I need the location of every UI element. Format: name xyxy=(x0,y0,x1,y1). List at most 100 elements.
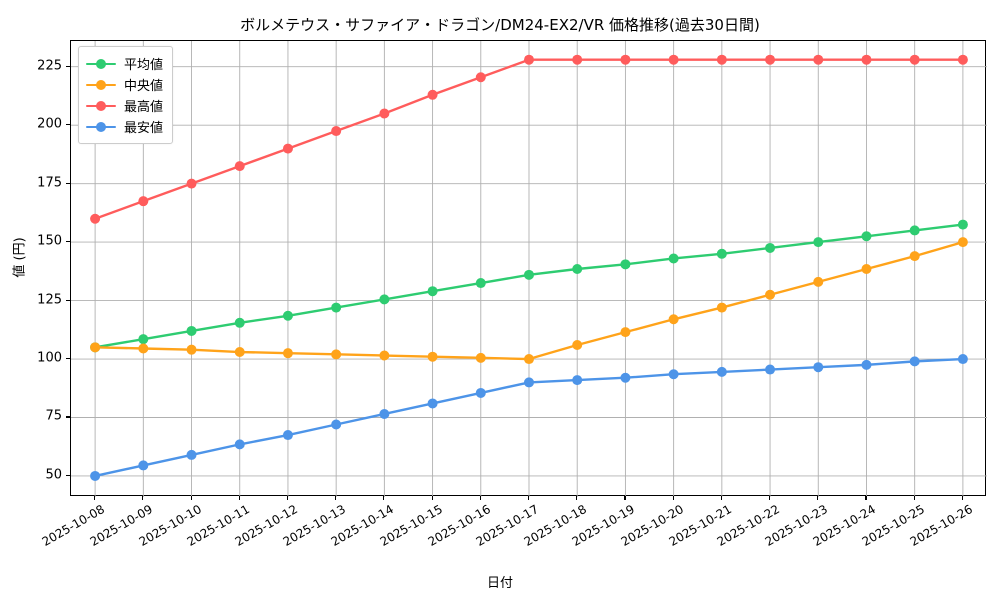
y-tick-label: 50 xyxy=(45,467,62,483)
data-point-marker xyxy=(524,354,534,365)
data-point-marker xyxy=(138,334,149,345)
legend-item[interactable]: 最安値 xyxy=(86,116,163,137)
legend-color-swatch xyxy=(86,79,116,91)
x-tick-mark xyxy=(865,496,867,500)
data-point-marker xyxy=(331,302,342,313)
legend-item-label: 中央値 xyxy=(124,79,164,94)
data-point-marker xyxy=(813,362,824,373)
x-tick-mark xyxy=(672,496,674,500)
data-point-marker xyxy=(716,366,727,377)
x-tick-mark xyxy=(479,496,481,500)
data-point-marker xyxy=(957,219,968,230)
data-point-marker xyxy=(909,54,920,65)
data-point-marker xyxy=(138,196,149,207)
y-tick-label: 125 xyxy=(37,292,62,308)
data-point-marker xyxy=(861,231,872,242)
data-point-marker xyxy=(957,354,968,365)
data-point-marker xyxy=(186,449,197,460)
chart-legend: 平均値中央値最高値最安値 xyxy=(78,46,174,144)
x-axis-tick-marks xyxy=(70,496,986,501)
x-tick-mark xyxy=(142,496,144,500)
y-tick-label: 150 xyxy=(37,233,62,249)
data-point-marker xyxy=(379,350,390,361)
legend-item-label: 最高値 xyxy=(124,100,164,115)
data-point-marker xyxy=(234,347,245,358)
data-point-marker xyxy=(957,237,968,248)
y-tick-label: 225 xyxy=(37,58,62,74)
data-point-marker xyxy=(716,302,727,313)
x-tick-mark xyxy=(190,496,192,500)
data-point-marker xyxy=(138,460,149,471)
y-tick-mark xyxy=(66,182,70,184)
data-point-marker xyxy=(379,408,390,419)
data-point-marker xyxy=(572,54,583,65)
x-tick-mark xyxy=(431,496,433,500)
data-point-marker xyxy=(716,54,727,65)
x-axis-tick-labels: 2025-10-08 2025-10-09 2025-10-10 2025-10-11… xyxy=(40,500,986,570)
data-point-marker xyxy=(813,237,824,248)
data-point-marker xyxy=(90,342,101,353)
data-point-marker xyxy=(427,286,438,297)
data-point-marker xyxy=(379,294,390,305)
legend-color-swatch xyxy=(86,121,116,133)
data-point-marker xyxy=(620,372,631,383)
legend-item-label: 平均値 xyxy=(124,58,164,73)
data-point-marker xyxy=(234,439,245,450)
x-tick-mark xyxy=(720,496,722,500)
y-tick-mark xyxy=(66,241,70,243)
data-point-marker xyxy=(427,89,438,100)
y-axis-tick-labels: 50 75 100 125 150 175 200 225 xyxy=(0,40,62,496)
x-tick-mark xyxy=(238,496,240,500)
data-point-marker xyxy=(861,264,872,274)
y-axis-tick-marks xyxy=(0,40,70,496)
legend-item[interactable]: 平均値 xyxy=(86,53,163,74)
data-point-marker xyxy=(861,54,872,65)
data-point-marker xyxy=(331,419,342,430)
data-point-marker xyxy=(475,387,486,398)
data-point-marker xyxy=(282,310,293,321)
data-point-marker xyxy=(427,351,438,362)
x-tick-mark xyxy=(913,496,915,500)
data-point-marker xyxy=(475,352,486,363)
data-point-marker xyxy=(668,54,679,65)
y-tick-mark xyxy=(66,65,70,67)
x-tick-mark xyxy=(286,496,289,500)
y-tick-mark xyxy=(66,299,70,301)
chart-title: ボルメテウス・サファイア・ドラゴン/DM24-EX2/VR 価格推移(過去30日… xyxy=(240,16,760,34)
data-point-marker xyxy=(813,276,824,287)
x-tick-mark xyxy=(769,496,771,500)
plot-canvas xyxy=(71,41,987,497)
data-point-marker xyxy=(668,314,679,325)
data-point-marker xyxy=(765,242,776,253)
data-point-marker xyxy=(909,251,920,262)
data-point-marker xyxy=(427,398,438,409)
data-point-marker xyxy=(620,327,631,338)
data-point-marker xyxy=(572,375,583,386)
y-tick-label: 200 xyxy=(37,116,62,132)
data-point-marker xyxy=(234,161,245,172)
data-point-marker xyxy=(90,213,101,224)
data-point-marker xyxy=(331,349,342,360)
y-tick-label: 100 xyxy=(37,350,62,366)
data-point-marker xyxy=(524,54,534,65)
x-axis-label: 日付 xyxy=(486,576,513,591)
legend-item[interactable]: 中央値 xyxy=(86,74,163,95)
data-point-marker xyxy=(572,264,583,274)
y-tick-label: 175 xyxy=(37,175,62,191)
legend-item-label: 最安値 xyxy=(124,121,164,136)
data-point-marker xyxy=(909,225,920,236)
y-tick-mark xyxy=(66,416,70,418)
data-point-marker xyxy=(813,54,824,65)
y-tick-mark xyxy=(66,358,70,360)
x-tick-mark xyxy=(94,496,96,500)
data-point-marker xyxy=(620,259,631,270)
data-point-marker xyxy=(186,325,197,336)
legend-item[interactable]: 最高値 xyxy=(86,95,163,116)
data-point-marker xyxy=(716,248,727,259)
x-tick-mark xyxy=(624,496,626,500)
data-point-marker xyxy=(957,54,968,65)
legend-color-swatch xyxy=(86,100,116,112)
data-point-marker xyxy=(524,269,534,280)
data-point-marker xyxy=(331,126,342,137)
y-tick-mark xyxy=(66,124,70,126)
